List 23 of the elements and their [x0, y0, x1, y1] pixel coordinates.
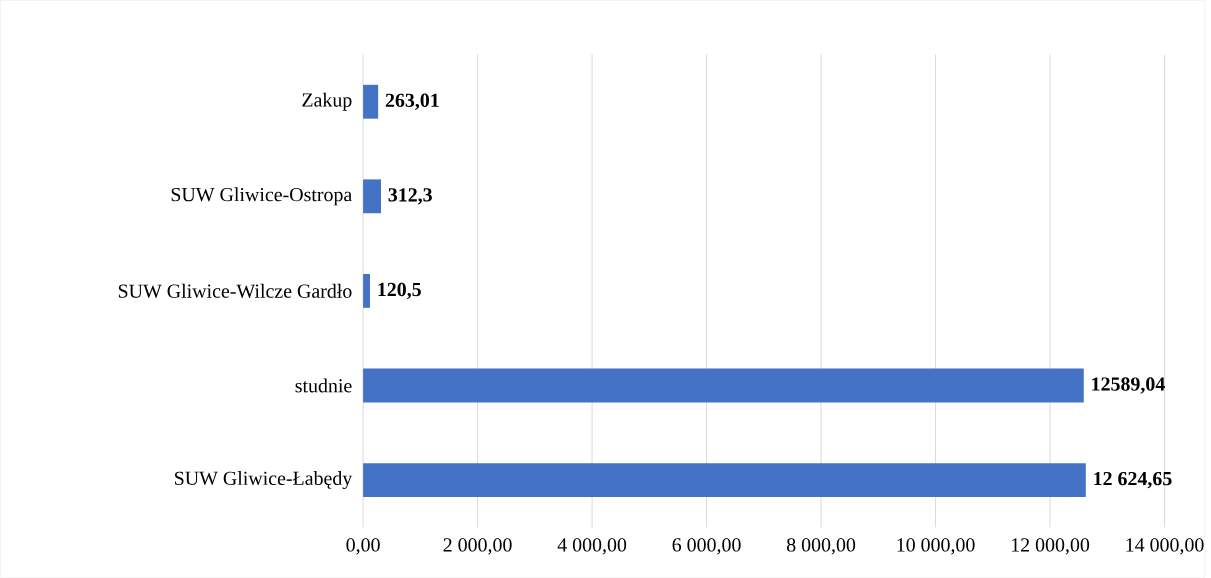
data-label: 12 624,65: [1094, 472, 1172, 489]
data-label: 120,5: [378, 282, 421, 300]
y-tick-label: SUW Gliwice-Ostropa: [171, 187, 352, 206]
x-tick-label: 14 000,00: [1126, 538, 1204, 555]
data-label: 12589,04: [1092, 377, 1165, 394]
y-tick-label: studnie: [295, 378, 352, 393]
x-tick-label: 12 000,00: [1011, 538, 1090, 555]
y-tick-label: SUW Gliwice-Wilcze Gardło: [118, 283, 352, 299]
data-label: 312,3: [388, 188, 432, 205]
x-tick-label: 2 000,00: [443, 538, 512, 555]
x-tick-label: 10 000,00: [897, 538, 975, 555]
bar: [363, 368, 1084, 403]
bar: [363, 274, 370, 308]
x-tick-label: 4 000,00: [557, 538, 627, 555]
x-tick-label: 8 000,00: [786, 538, 856, 555]
bar: [363, 463, 1086, 498]
x-tick-label: 6 000,00: [672, 538, 741, 555]
y-tick-label: SUW Gliwice-Łabędy: [175, 471, 353, 490]
bar: [363, 84, 379, 119]
bar: [363, 179, 381, 214]
y-tick-label: Zakup: [302, 92, 352, 111]
x-tick-label: 0,00: [346, 538, 380, 555]
data-label: 263,01: [385, 93, 439, 110]
